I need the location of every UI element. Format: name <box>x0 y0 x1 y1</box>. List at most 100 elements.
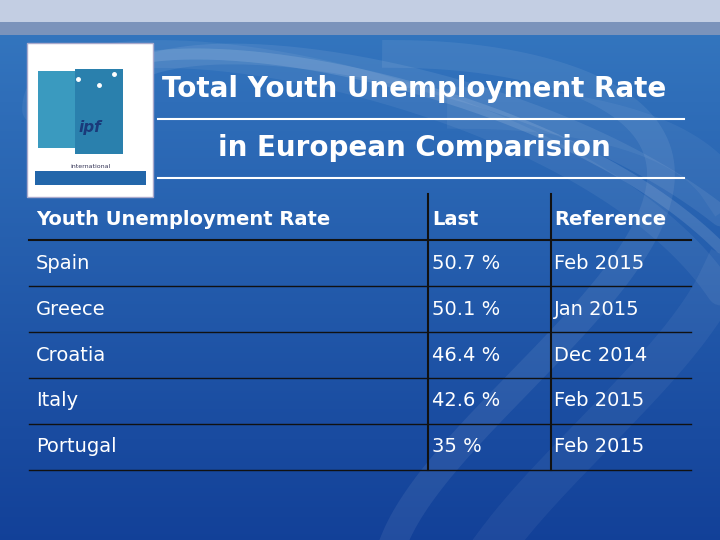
Bar <box>0 32 720 35</box>
Bar <box>0 189 720 192</box>
Bar <box>0 0 720 3</box>
Bar <box>0 297 720 300</box>
Bar <box>0 284 720 286</box>
Text: Croatia: Croatia <box>36 346 107 365</box>
Bar <box>0 324 720 327</box>
Bar <box>0 108 720 111</box>
Bar <box>0 327 720 329</box>
Bar <box>0 443 720 445</box>
Bar <box>0 383 720 386</box>
Bar <box>0 435 720 437</box>
Bar <box>0 286 720 289</box>
Text: 46.4 %: 46.4 % <box>432 346 500 365</box>
Bar <box>0 140 720 143</box>
Bar <box>0 491 720 494</box>
Bar <box>0 535 720 537</box>
Bar <box>0 256 720 259</box>
Bar <box>0 381 720 383</box>
Bar <box>0 305 720 308</box>
Bar <box>0 200 720 202</box>
Bar <box>0 356 720 359</box>
Bar <box>0 181 720 184</box>
Bar <box>0 197 720 200</box>
Bar <box>0 313 720 316</box>
Bar <box>0 375 720 378</box>
Bar <box>0 410 720 413</box>
Bar <box>0 454 720 456</box>
Bar <box>0 432 720 435</box>
Bar <box>0 146 720 148</box>
Bar <box>0 362 720 364</box>
Bar <box>0 124 720 127</box>
Bar <box>0 329 720 332</box>
Bar <box>0 51 720 54</box>
Bar <box>0 213 720 216</box>
Bar <box>0 224 720 227</box>
Bar <box>0 270 720 273</box>
Bar <box>0 526 720 529</box>
Bar <box>0 162 720 165</box>
Text: Spain: Spain <box>36 254 91 273</box>
Bar <box>0 508 720 510</box>
Bar <box>0 73 720 76</box>
Bar <box>0 24 720 27</box>
Bar <box>0 262 720 265</box>
Bar <box>0 400 720 402</box>
Bar <box>0 497 720 500</box>
Bar <box>0 159 720 162</box>
Bar <box>0 138 720 140</box>
Bar <box>0 413 720 416</box>
Bar <box>0 27 720 30</box>
Bar <box>0 338 720 340</box>
Text: Dec 2014: Dec 2014 <box>554 346 648 365</box>
Bar <box>0 456 720 459</box>
Bar <box>0 76 720 78</box>
Bar <box>0 278 720 281</box>
Bar <box>0 143 720 146</box>
Bar <box>0 392 720 394</box>
Bar <box>0 373 720 375</box>
Bar <box>0 370 720 373</box>
Bar <box>0 243 720 246</box>
Bar <box>0 500 720 502</box>
Bar <box>0 464 720 467</box>
Bar <box>0 451 720 454</box>
Bar <box>0 367 720 370</box>
Bar <box>0 192 720 194</box>
Bar <box>0 211 720 213</box>
Bar <box>0 505 720 508</box>
Bar <box>0 332 720 335</box>
Text: Jan 2015: Jan 2015 <box>554 300 640 319</box>
Text: Feb 2015: Feb 2015 <box>554 254 644 273</box>
Bar <box>0 132 720 135</box>
Bar <box>0 248 720 251</box>
Bar <box>0 116 720 119</box>
Text: Youth Unemployment Rate: Youth Unemployment Rate <box>36 210 330 229</box>
Bar <box>0 510 720 513</box>
Bar <box>0 0 720 22</box>
Bar <box>0 386 720 389</box>
Bar <box>0 524 720 526</box>
Bar <box>0 178 720 181</box>
Bar <box>0 100 720 103</box>
Text: Feb 2015: Feb 2015 <box>554 392 644 410</box>
Text: Portugal: Portugal <box>36 437 117 456</box>
Bar <box>0 521 720 524</box>
Bar <box>0 294 720 297</box>
Bar <box>0 122 720 124</box>
Bar <box>0 54 720 57</box>
Bar <box>0 59 720 62</box>
Bar <box>0 537 720 540</box>
Text: Italy: Italy <box>36 392 78 410</box>
Bar <box>0 170 720 173</box>
Bar <box>0 302 720 305</box>
Bar <box>0 194 720 197</box>
Bar <box>0 470 720 472</box>
Bar <box>0 319 720 321</box>
Bar <box>0 316 720 319</box>
Bar <box>0 5 720 8</box>
Bar <box>0 14 720 16</box>
Bar <box>0 208 720 211</box>
Bar <box>0 127 720 130</box>
Bar <box>0 437 720 440</box>
